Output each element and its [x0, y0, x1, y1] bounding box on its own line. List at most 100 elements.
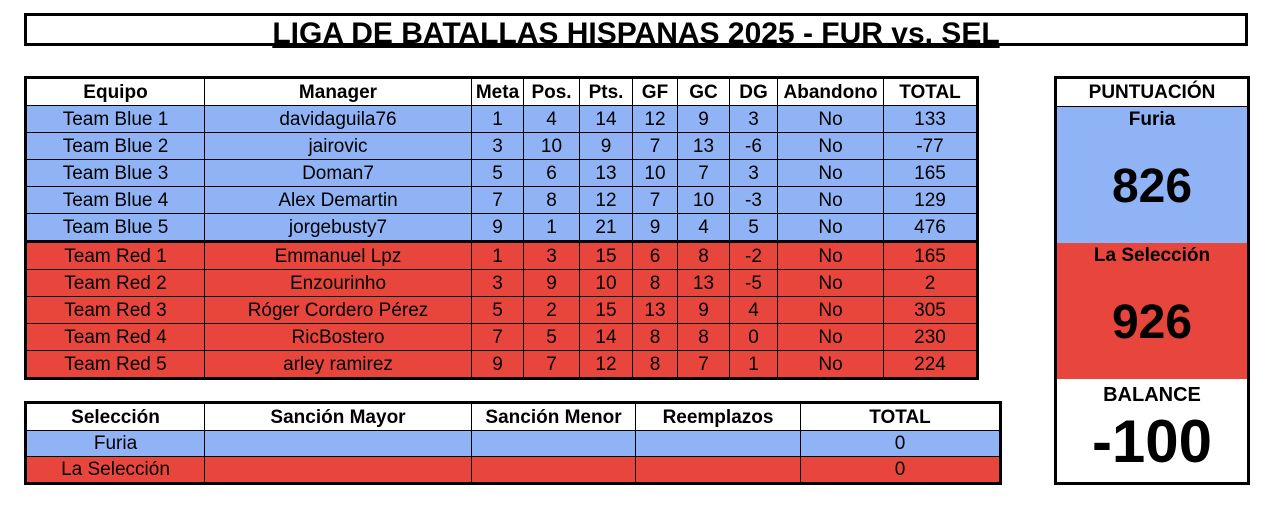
cell-gc: 8	[677, 240, 730, 270]
title-box: LIGA DE BATALLAS HISPANAS 2025 - FUR vs.…	[24, 13, 1248, 50]
cell-pos: 5	[523, 323, 580, 351]
cell-pos: 10	[523, 132, 580, 160]
cell-dg: -6	[729, 132, 778, 160]
cell-equipo: Team Red 2	[25, 269, 205, 297]
penalty-table: Selección Sanción Mayor Sanción Menor Re…	[24, 401, 1002, 485]
cell-equipo: Team Blue 2	[25, 132, 205, 160]
cell-pts: 10	[579, 269, 633, 297]
page-title: LIGA DE BATALLAS HISPANAS 2025 - FUR vs.…	[272, 17, 1000, 50]
cell-dg: 3	[729, 159, 778, 187]
col-header-equipo: Equipo	[25, 77, 205, 106]
cell-pts: 9	[579, 132, 633, 160]
cell-sancion-menor	[471, 456, 636, 484]
table-row: La Selección 0	[25, 456, 1001, 484]
cell-gc: 7	[677, 159, 730, 187]
cell-gf: 10	[632, 159, 678, 187]
cell-sancion-mayor	[204, 430, 472, 457]
cell-equipo: Team Blue 1	[25, 105, 205, 133]
cell-abandono: No	[777, 105, 884, 133]
cell-dg: 4	[729, 296, 778, 324]
col-header-sancion-mayor: Sanción Mayor	[204, 402, 472, 431]
cell-pts: 13	[579, 159, 633, 187]
cell-manager: jairovic	[204, 132, 472, 160]
cell-pts: 15	[579, 296, 633, 324]
cell-meta: 5	[471, 159, 524, 187]
penalty-header-row: Selección Sanción Mayor Sanción Menor Re…	[25, 402, 1001, 431]
cell-gf: 8	[632, 323, 678, 351]
cell-pts: 14	[579, 323, 633, 351]
team1-name: Furia	[1128, 109, 1176, 130]
standings-table: Equipo Manager Meta Pos. Pts. GF GC DG A…	[24, 76, 979, 380]
cell-gc: 9	[677, 105, 730, 133]
col-header-total: TOTAL	[883, 77, 978, 106]
cell-sancion-menor	[471, 430, 636, 457]
cell-pos: 4	[523, 105, 580, 133]
table-row: Team Red 3 Róger Cordero Pérez 5 2 15 13 9 4 No 3…	[25, 296, 978, 324]
cell-abandono: No	[777, 186, 884, 214]
cell-pts: 12	[579, 186, 633, 214]
cell-dg: 1	[729, 350, 778, 379]
cell-pos: 6	[523, 159, 580, 187]
cell-pts: 12	[579, 350, 633, 379]
cell-total: 230	[883, 323, 978, 351]
table-row: Team Blue 2 jairovic 3 10 9 7 13 -6 No -77	[25, 132, 978, 160]
cell-dg: 3	[729, 105, 778, 133]
cell-pts: 14	[579, 105, 633, 133]
cell-equipo: Team Red 4	[25, 323, 205, 351]
cell-gf: 8	[632, 350, 678, 379]
cell-pts: 15	[579, 240, 633, 270]
balance-label: BALANCE	[1103, 384, 1201, 406]
cell-seleccion: La Selección	[25, 456, 205, 484]
cell-equipo: Team Blue 4	[25, 186, 205, 214]
standings-header-row: Equipo Manager Meta Pos. Pts. GF GC DG A…	[25, 77, 978, 106]
cell-manager: RicBostero	[204, 323, 472, 351]
cell-abandono: No	[777, 132, 884, 160]
col-header-reemplazos: Reemplazos	[635, 402, 801, 431]
cell-equipo: Team Red 1	[25, 240, 205, 270]
cell-gc: 10	[677, 186, 730, 214]
cell-abandono: No	[777, 159, 884, 187]
cell-dg: -3	[729, 186, 778, 214]
cell-manager: Doman7	[204, 159, 472, 187]
table-row: Team Blue 4 Alex Demartin 7 8 12 7 10 -3 No 129	[25, 186, 978, 214]
cell-manager: arley ramirez	[204, 350, 472, 379]
cell-gc: 8	[677, 323, 730, 351]
col-header-pts: Pts.	[579, 77, 633, 106]
table-row: Team Red 1 Emmanuel Lpz 1 3 15 6 8 -2 No 165	[25, 240, 978, 270]
cell-gc: 13	[677, 269, 730, 297]
col-header-pen-total: TOTAL	[800, 402, 1001, 431]
cell-manager: Emmanuel Lpz	[204, 240, 472, 270]
cell-pts: 21	[579, 213, 633, 242]
col-header-sancion-menor: Sanción Menor	[471, 402, 636, 431]
col-header-manager: Manager	[204, 77, 472, 106]
col-header-meta: Meta	[471, 77, 524, 106]
cell-gf: 8	[632, 269, 678, 297]
table-row: Team Blue 5 jorgebusty7 9 1 21 9 4 5 No 476	[25, 213, 978, 242]
table-row: Team Blue 3 Doman7 5 6 13 10 7 3 No 165	[25, 159, 978, 187]
cell-meta: 3	[471, 132, 524, 160]
cell-reemplazos	[635, 456, 801, 484]
cell-equipo: Team Blue 3	[25, 159, 205, 187]
cell-total: 0	[800, 430, 1001, 457]
balance-value: -100	[1091, 408, 1213, 475]
cell-meta: 1	[471, 240, 524, 270]
cell-equipo: Team Red 3	[25, 296, 205, 324]
table-row: Team Blue 1 davidaguila76 1 4 14 12 9 3 No 133	[25, 105, 978, 133]
cell-sancion-mayor	[204, 456, 472, 484]
col-header-dg: DG	[729, 77, 778, 106]
cell-abandono: No	[777, 213, 884, 242]
cell-meta: 3	[471, 269, 524, 297]
cell-gf: 9	[632, 213, 678, 242]
cell-total: 2	[883, 269, 978, 297]
team1-score-block: Furia 826	[1057, 107, 1247, 243]
team2-name: La Selección	[1093, 245, 1211, 266]
cell-seleccion: Furia	[25, 430, 205, 457]
cell-dg: -5	[729, 269, 778, 297]
cell-abandono: No	[777, 269, 884, 297]
cell-reemplazos	[635, 430, 801, 457]
cell-equipo: Team Blue 5	[25, 213, 205, 242]
cell-abandono: No	[777, 240, 884, 270]
cell-gc: 4	[677, 213, 730, 242]
cell-equipo: Team Red 5	[25, 350, 205, 379]
cell-meta: 7	[471, 186, 524, 214]
